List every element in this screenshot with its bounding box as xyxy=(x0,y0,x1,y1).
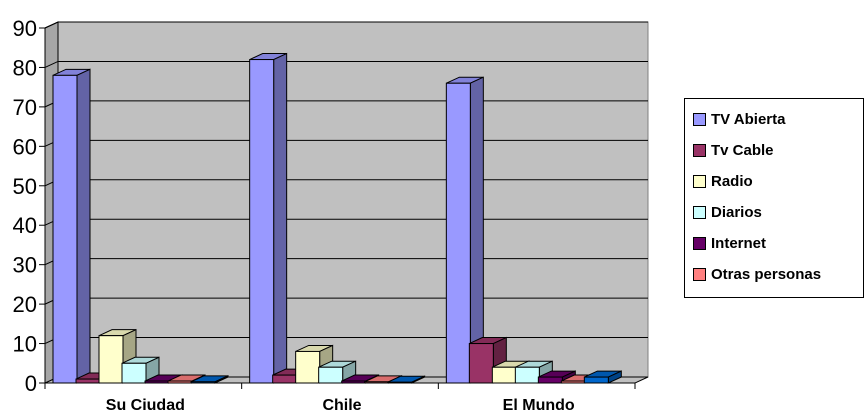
legend-item: TV Abierta xyxy=(693,108,785,130)
legend-item: Otras personas xyxy=(693,263,821,285)
legend-label: TV Abierta xyxy=(711,110,786,128)
y-tick-label: 50 xyxy=(13,174,37,199)
plot-back-wall xyxy=(57,21,649,378)
legend-label: Radio xyxy=(711,172,753,190)
bar-front-face xyxy=(514,366,540,384)
y-tick-label: 30 xyxy=(13,253,37,278)
bar-front-face xyxy=(295,350,321,384)
bar-front-face xyxy=(537,376,563,384)
y-tick-label: 40 xyxy=(13,213,37,238)
bar-side-face xyxy=(273,52,288,384)
y-axis-tick-labels: 0 10 20 30 40 50 60 70 80 90 xyxy=(13,16,37,396)
legend-label: No se Informa xyxy=(711,297,811,298)
bar-front-face xyxy=(491,366,517,384)
y-tick-label: 0 xyxy=(25,371,37,396)
bar-front-face xyxy=(468,343,494,384)
bar xyxy=(52,68,91,384)
legend-swatch xyxy=(693,112,706,126)
bar xyxy=(445,76,484,384)
chart-legend: TV Abierta Tv Cable Radio Diarios Internet Ot… xyxy=(684,98,864,298)
y-tick-label: 80 xyxy=(13,55,37,80)
x-category-label: El Mundo xyxy=(503,397,575,414)
legend-item: Radio xyxy=(693,170,753,192)
legend-label: Diarios xyxy=(711,203,762,221)
bar-side-face xyxy=(76,68,91,384)
bar-front-face xyxy=(52,74,78,384)
legend-swatch xyxy=(693,205,706,219)
y-tick-label: 90 xyxy=(13,16,37,41)
legend-item: Internet xyxy=(693,232,766,254)
bar-front-face xyxy=(75,378,101,384)
bar-front-face xyxy=(583,376,609,384)
legend-item: No se Informa xyxy=(693,294,811,298)
axes xyxy=(39,27,636,389)
gridline xyxy=(44,60,648,68)
legend-label: Internet xyxy=(711,234,767,252)
legend-swatch xyxy=(693,143,706,157)
bar xyxy=(583,370,622,384)
x-category-label: Su Ciudad xyxy=(106,397,185,414)
bar-front-face xyxy=(318,366,344,384)
legend-item: Diarios xyxy=(693,201,762,223)
bar-front-face xyxy=(98,335,124,384)
y-tick-label: 10 xyxy=(13,332,37,357)
legend-label: Otras personas xyxy=(711,265,822,283)
y-tick-label: 20 xyxy=(13,292,37,317)
x-category-label: Chile xyxy=(322,397,361,414)
plot-area xyxy=(44,21,649,384)
legend-swatch xyxy=(693,236,706,250)
bar xyxy=(468,336,507,384)
legend-label: Tv Cable xyxy=(711,141,774,159)
bars xyxy=(52,52,622,384)
bar xyxy=(249,52,288,384)
legend-swatch xyxy=(693,267,706,281)
bar-side-face xyxy=(469,76,484,384)
x-axis-category-labels: Su Ciudad Chile El Mundo xyxy=(106,397,575,414)
bar-front-face xyxy=(249,59,275,384)
y-tick-label: 70 xyxy=(13,95,37,120)
legend-swatch xyxy=(693,174,706,188)
bar-front-face xyxy=(445,82,471,384)
bar-front-face xyxy=(121,362,147,384)
gridline xyxy=(44,21,648,29)
bar-front-face xyxy=(272,374,298,384)
y-tick-label: 60 xyxy=(13,134,37,159)
legend-item: Tv Cable xyxy=(693,139,774,161)
bar xyxy=(190,375,229,384)
